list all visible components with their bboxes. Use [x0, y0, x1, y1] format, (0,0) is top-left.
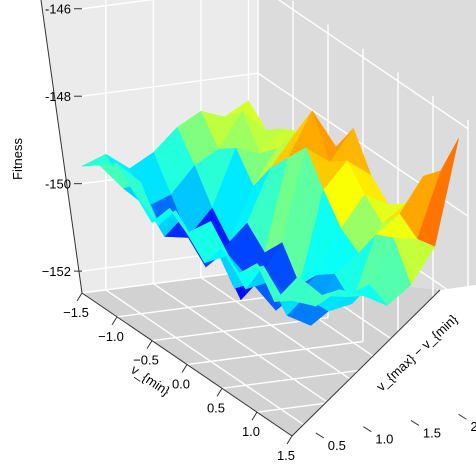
y-axis-tick [363, 426, 372, 433]
x-axis-tick [251, 411, 258, 421]
y-tick-label: 1.5 [423, 425, 441, 440]
x-tick-label: 1.0 [242, 424, 260, 439]
floor-grid-line [151, 316, 329, 342]
y-tick-label: 0.5 [328, 438, 346, 453]
surface-mesh [81, 100, 459, 326]
x-axis-tick [76, 292, 83, 302]
x-tick-label: −0.5 [133, 353, 159, 368]
x-axis-tick [146, 340, 153, 349]
x-axis-tick [181, 364, 188, 373]
y-axis-tick [315, 432, 325, 439]
floor-grid-line [152, 283, 364, 428]
floor-grid-line [221, 364, 399, 390]
z-axis-title: Fitness [10, 138, 25, 180]
x-axis-tick [111, 316, 118, 326]
z-tick-label: -150 [45, 177, 71, 192]
floor-grid-line [105, 289, 317, 434]
y-tick-label: 2.0 [470, 419, 476, 434]
side-grid-line [81, 72, 259, 97]
axis-ticks: -146 -148 -150 −152 −1.5 −1.0 −0.5 0.0 0.5 1.0 1.5… [42, 2, 476, 463]
floor-grid-line [200, 276, 412, 422]
x-tick-label: 0.5 [207, 400, 225, 415]
x-tick-label: 1.5 [277, 448, 295, 463]
floor-grid-line [186, 340, 364, 366]
z-tick-label: −152 [42, 264, 71, 279]
y-tick-label: 1.0 [375, 432, 393, 447]
floor-grid-line [116, 293, 294, 318]
floor-grid-line [256, 388, 434, 413]
x-axis-tick [286, 435, 293, 445]
x-tick-label: 0.0 [172, 377, 190, 392]
y-axis-tick [410, 420, 420, 426]
z-tick-label: -146 [45, 2, 71, 17]
side-grid-line [81, 0, 155, 10]
surface-facet [274, 276, 317, 307]
y-axis-tick [458, 413, 467, 420]
z-tick-label: -148 [45, 89, 71, 104]
floor-grid-line [291, 412, 469, 437]
x-tick-label: −1.0 [98, 329, 124, 344]
x-axis-tick [216, 388, 223, 397]
x-tick-label: −1.5 [63, 305, 89, 320]
